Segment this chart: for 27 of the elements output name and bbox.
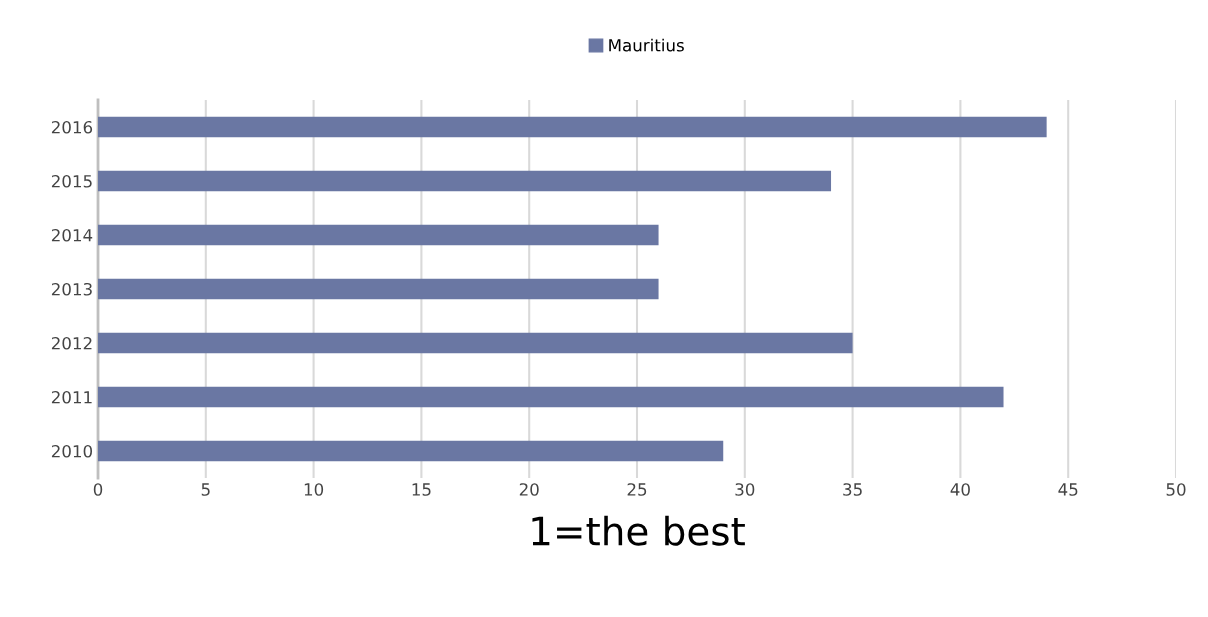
- x-tick-label: 40: [950, 483, 970, 496]
- x-tick-label: 15: [412, 483, 431, 496]
- bar: [98, 116, 1047, 138]
- x-tick-label: 10: [304, 483, 324, 496]
- x-tick-label: 35: [843, 483, 862, 496]
- bar: [98, 170, 832, 192]
- x-tick-label: 30: [735, 483, 755, 496]
- bar: [98, 224, 659, 246]
- x-tick-label: 50: [1166, 483, 1186, 496]
- y-tick-label: 2015: [51, 174, 92, 188]
- legend-label: Mauritius: [609, 38, 684, 52]
- y-tick-label: 2012: [51, 336, 92, 350]
- x-tick-label: 0: [93, 483, 103, 496]
- x-tick-label: 20: [519, 483, 539, 496]
- bar: [98, 386, 1004, 408]
- x-tick-label: 25: [627, 483, 647, 496]
- y-tick-label: 2014: [51, 228, 93, 242]
- x-tick-label: 45: [1058, 483, 1078, 496]
- y-tick-label: 2013: [51, 282, 92, 296]
- bar: [98, 332, 853, 354]
- bar: [98, 278, 659, 300]
- x-tick-label: 5: [201, 483, 210, 496]
- bar: [98, 440, 724, 462]
- y-tick-label: 2016: [51, 120, 93, 134]
- y-tick-label: 2011: [51, 390, 92, 404]
- y-tick-label: 2010: [51, 444, 93, 458]
- x-axis-title: 1=the best: [532, 515, 745, 546]
